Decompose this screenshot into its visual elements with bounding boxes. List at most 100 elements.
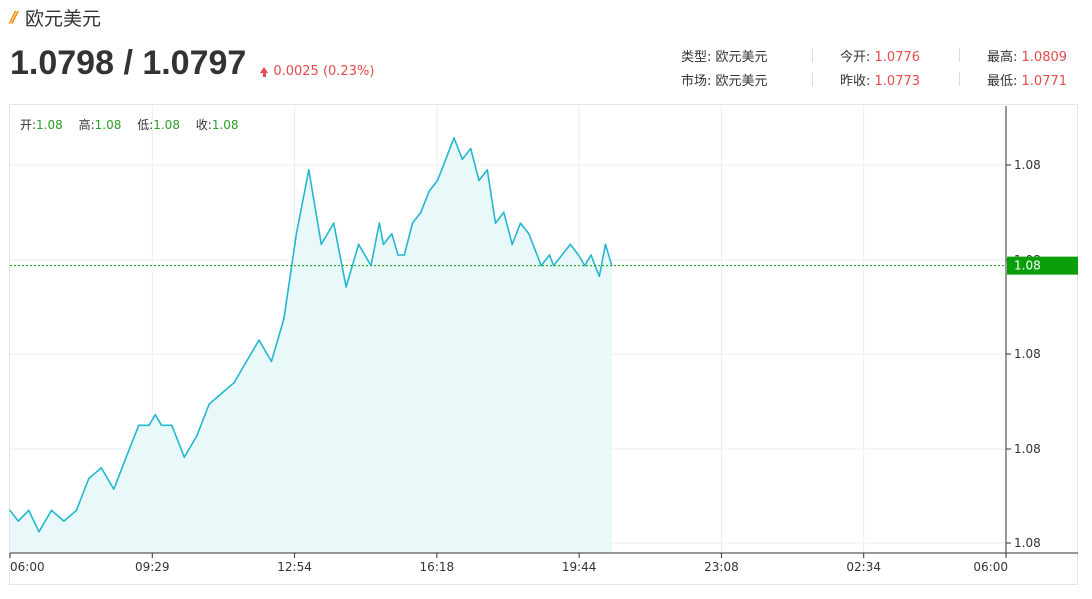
stats-col-type: 类型: 欧元美元 市场: 欧元美元 [681, 46, 768, 89]
price-point [75, 509, 78, 512]
price-change: 0.0025 (0.23%) [260, 64, 374, 79]
price-point [503, 211, 505, 214]
price-point [27, 509, 30, 512]
ohlc-low-value: 1.08 [153, 118, 180, 132]
y-tick-label: 1.08 [1014, 442, 1041, 456]
y-tick-label: 1.08 [1014, 536, 1041, 550]
price-area [10, 137, 612, 553]
price-point [320, 243, 323, 246]
slash-icon: // [10, 8, 18, 26]
price-point [148, 424, 150, 427]
price-point [171, 424, 173, 427]
market-label: 市场: [681, 74, 712, 89]
y-tick-label: 1.08 [1014, 347, 1041, 361]
stats-divider [959, 48, 960, 62]
price-point [548, 254, 551, 256]
price-points [9, 137, 613, 533]
price-point [370, 264, 372, 267]
ohlc-close-label: 收: [195, 118, 212, 132]
price-point [208, 403, 210, 405]
price-point [195, 435, 198, 437]
price-point [63, 520, 65, 522]
price-point [154, 413, 157, 416]
price-point [9, 509, 11, 512]
type-value: 欧元美元 [715, 50, 768, 65]
x-tick-label: 06:00 [973, 560, 1008, 574]
price-point [258, 339, 260, 341]
chart-frame [9, 104, 1078, 585]
price-point [382, 243, 385, 246]
x-tick-label: 19:44 [562, 560, 597, 574]
x-tick-label: 12:54 [277, 560, 312, 574]
price-point [436, 179, 439, 182]
low-label: 最低: [987, 74, 1018, 89]
price-point [283, 318, 285, 320]
price-point [583, 264, 586, 267]
price-point [245, 360, 248, 363]
price-point [552, 264, 555, 267]
stats-divider [959, 72, 960, 86]
price-point [469, 147, 472, 150]
price-point [397, 254, 399, 256]
stats-divider [812, 72, 813, 86]
price-point [527, 232, 530, 235]
price-point [233, 381, 235, 384]
current-price-label: 1.08 [1014, 259, 1041, 273]
bid-ask-price: 1.0798 / 1.0797 [10, 44, 247, 82]
ohlc-open-label: 开: [20, 118, 37, 132]
price-point [137, 424, 140, 427]
price-row: 1.0798 / 1.0797 0.0025 (0.23%) [10, 44, 374, 83]
price-point [420, 211, 422, 214]
price-point [183, 456, 186, 459]
x-tick-label: 16:18 [420, 560, 455, 574]
price-point [428, 190, 430, 192]
price-point [345, 286, 347, 288]
price-point [403, 254, 406, 256]
price-point [112, 488, 115, 490]
price-point [17, 520, 20, 522]
price-point [378, 222, 381, 224]
price-point [478, 179, 480, 182]
price-point [160, 424, 163, 427]
price-point [270, 360, 273, 363]
price-point [610, 264, 613, 267]
price-point [577, 254, 580, 256]
price-point [519, 222, 522, 224]
type-label: 类型: [681, 50, 712, 65]
price-point [461, 158, 464, 161]
price-point [511, 243, 513, 246]
ohlc-readout: 开:1.08 高:1.08 低:1.08 收:1.08 [20, 116, 251, 133]
price-point [444, 158, 447, 161]
instrument-title: 欧元美元 [24, 7, 101, 30]
high-value: 1.0809 [1021, 50, 1068, 65]
high-label: 最高: [987, 50, 1018, 65]
price-point [561, 254, 563, 256]
chart-axes [10, 106, 1078, 554]
price-point [569, 243, 572, 246]
x-tick-label: 06:00 [10, 560, 45, 574]
x-tick-label: 23:08 [704, 560, 739, 574]
price-point [332, 222, 335, 224]
price-point [220, 392, 223, 395]
price-point [391, 232, 393, 235]
price-point [50, 509, 53, 512]
price-point [494, 222, 497, 224]
price-point [486, 169, 489, 171]
price-point [598, 275, 601, 278]
open-value: 1.0776 [874, 50, 921, 65]
price-point [453, 137, 455, 139]
price-point [590, 254, 592, 256]
price-point [100, 467, 103, 469]
price-point [357, 243, 360, 246]
low-value: 1.0771 [1021, 74, 1068, 89]
price-point [411, 222, 414, 224]
ohlc-close-value: 1.08 [211, 118, 239, 132]
prev-close-value: 1.0773 [874, 74, 921, 89]
ohlc-high-value: 1.08 [94, 118, 122, 132]
stats-col-high: 最高: 1.0809 最低: 1.0771 [987, 46, 1067, 89]
y-tick-label: 1.08 [1014, 158, 1041, 172]
ohlc-open-value: 1.08 [36, 118, 63, 132]
price-point [540, 264, 542, 267]
prev-close-label: 昨收: [840, 74, 871, 89]
